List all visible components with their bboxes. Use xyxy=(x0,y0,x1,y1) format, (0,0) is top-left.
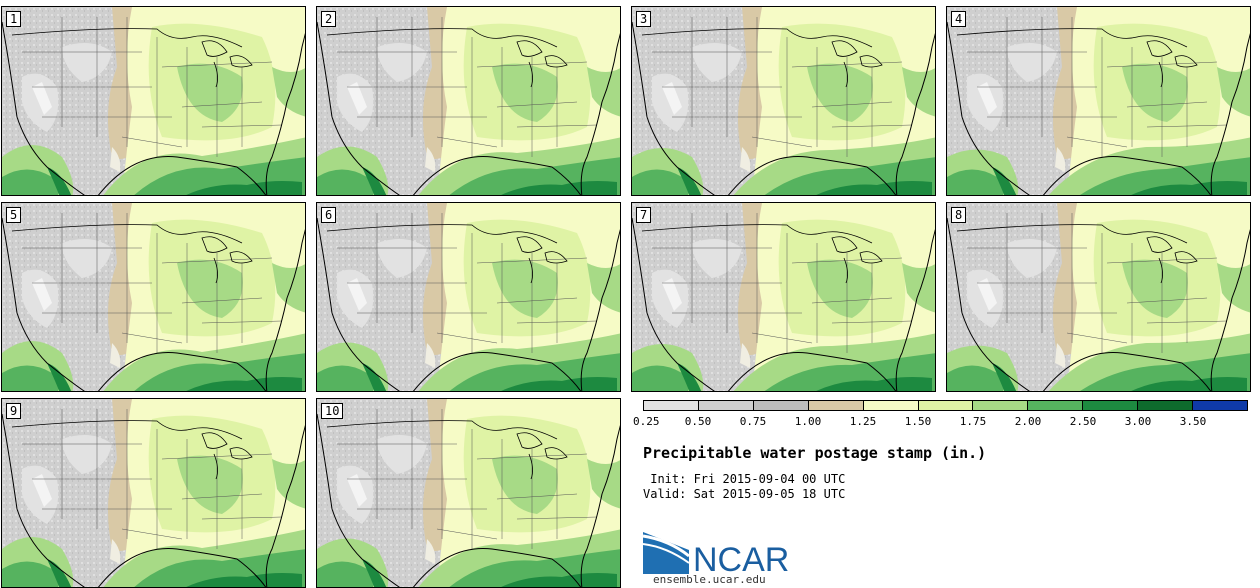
colorbar-tick-label: 0.50 xyxy=(684,415,712,428)
colorbar-tick-label: 0.25 xyxy=(633,415,660,428)
init-time: Init: Fri 2015-09-04 00 UTC xyxy=(643,472,846,486)
ncar-logo: NCAR xyxy=(641,530,801,579)
member-number-label: 4 xyxy=(951,11,967,27)
colorbar-tick-label: 3.50 xyxy=(1179,415,1207,428)
member-number-label: 10 xyxy=(321,403,344,419)
map-title: Precipitable water postage stamp (in.) xyxy=(643,444,987,462)
member-map-panel: 9 xyxy=(1,398,306,588)
colorbar-swatch xyxy=(1028,401,1084,410)
colorbar-tick-label: 0.75 xyxy=(739,415,767,428)
colorbar-swatch xyxy=(698,401,754,410)
logo-url: ensemble.ucar.edu xyxy=(653,573,766,586)
colorbar-tick-label: 2.00 xyxy=(1014,415,1042,428)
member-number-label: 5 xyxy=(6,207,22,223)
colorbar-swatch xyxy=(918,401,974,410)
member-map-panel: 7 xyxy=(631,202,936,392)
member-number-label: 2 xyxy=(321,11,337,27)
colorbar-tick-label: 3.00 xyxy=(1124,415,1152,428)
colorbar-swatch xyxy=(1193,401,1247,410)
colorbar-tick-label: 1.75 xyxy=(959,415,987,428)
colorbar-swatch xyxy=(1138,401,1194,410)
colorbar-swatch xyxy=(973,401,1029,410)
member-number-label: 1 xyxy=(6,11,22,27)
colorbar-swatch xyxy=(753,401,809,410)
colorbar-swatch xyxy=(863,401,919,410)
member-map-panel: 1 xyxy=(1,6,306,196)
member-map-panel: 4 xyxy=(946,6,1251,196)
member-number-label: 8 xyxy=(951,207,967,223)
member-number-label: 7 xyxy=(636,207,652,223)
colorbar-swatch xyxy=(1083,401,1139,410)
member-number-label: 3 xyxy=(636,11,652,27)
member-map-panel: 6 xyxy=(316,202,621,392)
member-map-panel: 3 xyxy=(631,6,936,196)
member-map-panel: 10 xyxy=(316,398,621,588)
member-map-panel: 8 xyxy=(946,202,1251,392)
member-map-panel: 5 xyxy=(1,202,306,392)
colorbar-tick-label: 1.00 xyxy=(794,415,822,428)
colorbar-tick-label: 1.50 xyxy=(904,415,932,428)
colorbar-swatch xyxy=(808,401,864,410)
colorbar-tick-label: 2.50 xyxy=(1069,415,1097,428)
member-number-label: 9 xyxy=(6,403,22,419)
member-number-label: 6 xyxy=(321,207,337,223)
colorbar xyxy=(643,400,1248,411)
member-map-panel: 2 xyxy=(316,6,621,196)
colorbar-swatch xyxy=(644,401,699,410)
colorbar-tick-label: 1.25 xyxy=(849,415,877,428)
logo-text: NCAR xyxy=(693,541,789,578)
valid-time: Valid: Sat 2015-09-05 18 UTC xyxy=(643,487,846,501)
